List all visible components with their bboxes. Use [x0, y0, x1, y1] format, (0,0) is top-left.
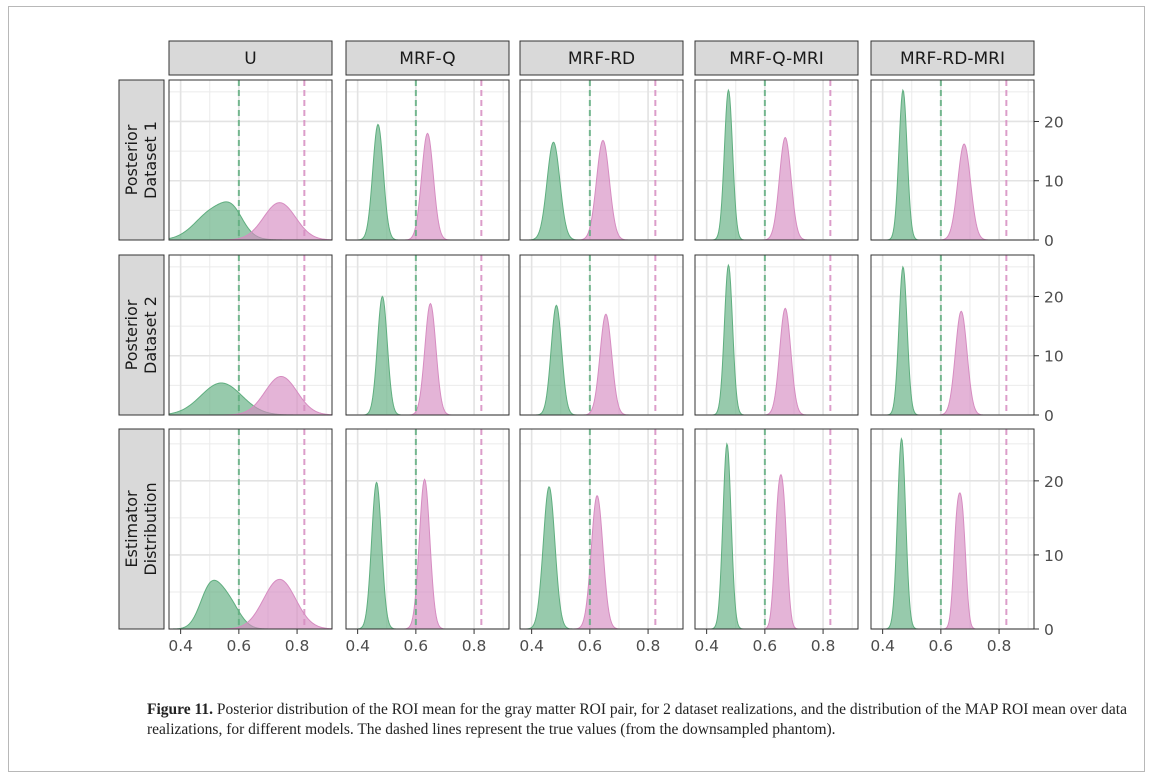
caption-label: Figure 11.	[147, 701, 214, 718]
x-tick-label: 0.4	[870, 637, 895, 655]
y-tick-label: 0	[1044, 407, 1054, 425]
panel-border	[694, 428, 859, 630]
panel-background	[169, 255, 332, 415]
column-strip-label: U	[244, 49, 256, 69]
panel-border	[345, 428, 510, 630]
row-strip-line: Estimator	[122, 490, 141, 568]
panel-border	[519, 254, 684, 416]
panel-r2-u	[168, 254, 333, 416]
panel-border	[168, 254, 333, 416]
column-strip-mrf-q: MRF-Q	[345, 40, 510, 76]
row-strip-line: Distribution	[141, 482, 160, 575]
panel-r3-mrf-q-mri: 0.4 0.6 0.8	[694, 428, 859, 655]
column-strip-box	[168, 40, 333, 76]
column-strip-u: U	[168, 40, 333, 76]
x-tick-label: 0.4	[519, 637, 544, 655]
row-strip-line: Dataset 1	[141, 121, 160, 199]
y-tick-label: 20	[1044, 113, 1064, 131]
panel-border	[870, 254, 1035, 416]
panel-r1-mrf-q-mri	[694, 79, 859, 241]
y-tick-label: 10	[1044, 348, 1064, 366]
panel-r2-mrf-q-mri	[694, 254, 859, 416]
panel-border	[168, 79, 333, 241]
panel-border	[870, 428, 1035, 630]
panel-background	[169, 80, 332, 240]
panel-r3-mrf-rd: 0.4 0.6 0.8	[519, 428, 684, 655]
panel-r3-mrf-q: 0.4 0.6 0.8	[345, 428, 510, 655]
column-strip-box	[870, 40, 1035, 76]
y-tick-label: 10	[1044, 173, 1064, 191]
row-strip-label: EstimatorDistribution	[122, 482, 160, 575]
facet-chart: U MRF-Q MRF-RD MRF-Q-MRI MRF-RD-MRI Posterior…	[118, 40, 1064, 655]
figure-frame: U MRF-Q MRF-RD MRF-Q-MRI MRF-RD-MRI Posterior…	[8, 6, 1145, 772]
column-strip-box	[345, 40, 510, 76]
row-strip-3: EstimatorDistribution	[118, 428, 165, 630]
panel-r3-u: 0.4 0.6 0.8	[168, 428, 333, 655]
panel-r2-mrf-rd-mri: 0 10 20	[870, 254, 1064, 425]
row-strip-box	[118, 254, 165, 416]
row-strip-label: PosteriorDataset 1	[122, 121, 160, 199]
x-tick-label: 0.6	[753, 637, 778, 655]
panel-border	[345, 254, 510, 416]
row-strip-2: PosteriorDataset 2	[118, 254, 165, 416]
column-strip-label: MRF-Q-MRI	[729, 49, 824, 69]
row-strip-box	[118, 79, 165, 241]
caption-text: Posterior distribution of the ROI mean f…	[147, 701, 1127, 738]
panel-border	[870, 79, 1035, 241]
column-strip-mrf-q-mri: MRF-Q-MRI	[694, 40, 859, 76]
column-strip-label: MRF-RD-MRI	[900, 49, 1005, 69]
column-strip-mrf-rd-mri: MRF-RD-MRI	[870, 40, 1035, 76]
panel-r1-mrf-rd-mri: 0 10 20	[870, 79, 1064, 250]
panel-r1-u	[168, 79, 333, 241]
panel-r1-mrf-q	[345, 79, 510, 241]
row-strip-line: Posterior	[122, 124, 141, 195]
column-strip-label: MRF-RD	[568, 49, 635, 69]
row-strip-label: PosteriorDataset 2	[122, 296, 160, 374]
x-tick-label: 0.6	[227, 637, 252, 655]
x-tick-label: 0.8	[462, 637, 487, 655]
row-strip-line: Posterior	[122, 299, 141, 370]
panel-border	[345, 79, 510, 241]
panel-border	[694, 79, 859, 241]
x-tick-label: 0.6	[929, 637, 954, 655]
column-strip-mrf-rd: MRF-RD	[519, 40, 684, 76]
y-tick-label: 0	[1044, 232, 1054, 250]
row-strip-box	[118, 428, 165, 630]
row-strip-line: Dataset 2	[141, 296, 160, 374]
x-tick-label: 0.6	[578, 637, 603, 655]
y-tick-label: 10	[1044, 547, 1064, 565]
panel-border	[519, 79, 684, 241]
column-strip-label: MRF-Q	[399, 49, 455, 69]
column-strip-box	[694, 40, 859, 76]
x-tick-label: 0.6	[404, 637, 429, 655]
y-tick-label: 20	[1044, 288, 1064, 306]
panel-r3-mrf-rd-mri: 0.4 0.6 0.8 0 10 20	[870, 428, 1064, 655]
panel-r1-mrf-rd	[519, 79, 684, 241]
y-tick-label: 20	[1044, 473, 1064, 491]
figure-caption: Figure 11. Posterior distribution of the…	[147, 700, 1147, 740]
x-tick-label: 0.8	[285, 637, 310, 655]
panel-border	[168, 428, 333, 630]
panel-background	[169, 429, 332, 629]
x-tick-label: 0.4	[694, 637, 719, 655]
x-tick-label: 0.8	[811, 637, 836, 655]
panel-r2-mrf-q	[345, 254, 510, 416]
x-tick-label: 0.8	[987, 637, 1012, 655]
y-tick-label: 0	[1044, 621, 1054, 639]
panel-r2-mrf-rd	[519, 254, 684, 416]
panel-border	[519, 428, 684, 630]
x-tick-label: 0.8	[636, 637, 661, 655]
x-tick-label: 0.4	[168, 637, 193, 655]
panel-border	[694, 254, 859, 416]
column-strip-box	[519, 40, 684, 76]
x-tick-label: 0.4	[345, 637, 370, 655]
row-strip-1: PosteriorDataset 1	[118, 79, 165, 241]
